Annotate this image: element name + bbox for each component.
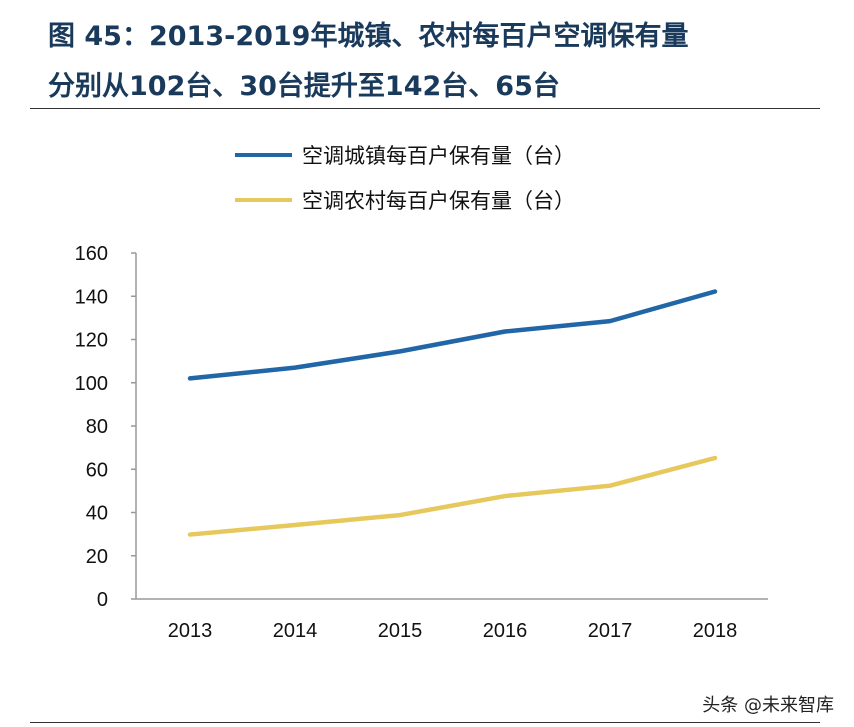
- x-tick-label: 2013: [168, 620, 213, 642]
- y-tick-label: 0: [97, 589, 108, 611]
- y-tick-label: 60: [86, 459, 108, 481]
- y-tick-label: 160: [75, 243, 108, 265]
- x-tick-label: 2015: [378, 620, 423, 642]
- bottom-rule: [30, 722, 820, 723]
- x-tick-label: 2017: [588, 620, 633, 642]
- watermark: 头条 @未来智库: [702, 695, 834, 716]
- figure-title-line2: 分别从102台、30台提升至142台、65台: [48, 71, 560, 102]
- top-rule: [30, 108, 820, 109]
- y-tick-label: 120: [75, 330, 108, 352]
- figure-title-line1: 图 45：2013-2019年城镇、农村每百户空调保有量: [48, 21, 689, 52]
- legend-label: 空调城镇每百户保有量（台）: [302, 144, 575, 168]
- legend-label: 空调农村每百户保有量（台）: [302, 189, 575, 213]
- y-tick-label: 140: [75, 286, 108, 308]
- series-line: [187, 455, 718, 537]
- y-tick-label: 40: [86, 503, 108, 525]
- y-tick-label: 100: [75, 373, 108, 395]
- y-tick-label: 20: [86, 546, 108, 568]
- x-tick-label: 2014: [273, 620, 318, 642]
- series-line: [187, 289, 718, 381]
- y-tick-label: 80: [86, 416, 108, 438]
- x-tick-label: 2016: [483, 620, 528, 642]
- x-tick-label: 2018: [693, 620, 738, 642]
